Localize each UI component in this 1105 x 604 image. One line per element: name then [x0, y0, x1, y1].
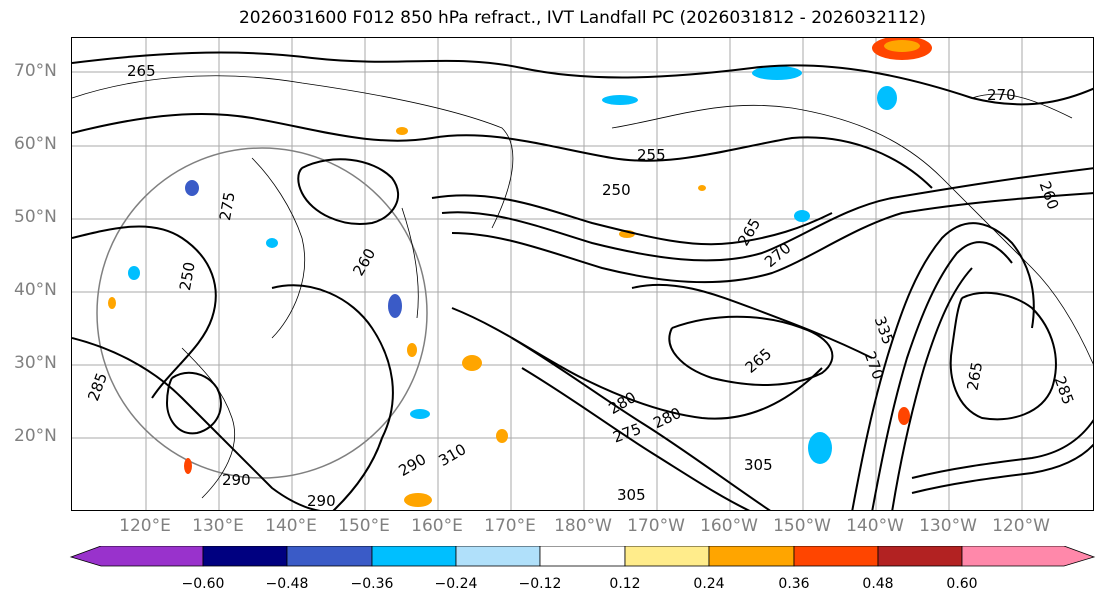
contour-label: 290 [222, 471, 251, 489]
contour-label: 285 [84, 370, 111, 403]
lon-label: 140°E [265, 516, 317, 536]
contour-label: 265 [127, 62, 156, 80]
lon-label: 150°E [338, 516, 390, 536]
lon-label: 160°E [411, 516, 463, 536]
colorbar-segment [371, 546, 457, 567]
colorbar-tick: 0.60 [946, 576, 978, 592]
contour-label: 335 [871, 314, 898, 347]
colorbar-tick: −0.60 [181, 576, 225, 592]
contour-label: 305 [744, 456, 773, 474]
colorbar-tick: 0.36 [778, 576, 810, 592]
colorbar-segment [624, 546, 710, 567]
lat-label-50n: 50°N [14, 207, 57, 227]
colorbar [69, 546, 1096, 567]
contour-label: 260 [349, 245, 379, 279]
contour-label: 290 [396, 450, 430, 480]
colorbar-segment [539, 546, 626, 567]
map-canvas: 265 255 250 265 270 270 260 275 250 260 … [72, 38, 1093, 510]
contour-label: 290 [307, 492, 336, 510]
lon-label: 120°E [119, 516, 171, 536]
colorbar-tick: −0.24 [434, 576, 478, 592]
colorbar-tick: −0.36 [350, 576, 394, 592]
contour-label: 260 [1036, 179, 1063, 212]
lon-label: 170°E [484, 516, 536, 536]
colorbar-tick: 0.48 [862, 576, 894, 592]
lon-label: 180°W [554, 516, 612, 536]
lon-label: 130°W [919, 516, 977, 536]
colorbar-segment [202, 546, 288, 567]
colorbar-segment [69, 546, 204, 567]
lat-label-60n: 60°N [14, 134, 57, 154]
colorbar-tick: −0.48 [265, 576, 309, 592]
contour-label: 270 [987, 86, 1016, 104]
contour-label: 255 [637, 146, 666, 164]
colorbar-segment [877, 546, 963, 567]
colorbar-segment [708, 546, 795, 567]
colorbar-tick: 0.24 [693, 576, 725, 592]
lat-label-30n: 30°N [14, 353, 57, 373]
contour-label: 250 [602, 181, 631, 199]
colorbar-tick: 0.12 [609, 576, 641, 592]
contour-label: 270 [861, 349, 888, 382]
contour-label: 275 [611, 420, 644, 447]
colorbar-segments [69, 546, 1096, 567]
contour-label: 265 [742, 345, 776, 377]
contour-label: 305 [617, 486, 646, 504]
map-title: 2026031600 F012 850 hPa refract., IVT La… [238, 8, 926, 28]
lon-label: 150°W [773, 516, 831, 536]
map-panel: 265 255 250 265 270 270 260 275 250 260 … [71, 37, 1094, 511]
contour-label-group: 265 255 250 265 270 270 260 275 250 260 … [84, 62, 1077, 510]
anomaly-fills [108, 38, 932, 507]
contour-label: 310 [436, 440, 470, 470]
colorbar-segment [286, 546, 373, 567]
lon-label: 120°W [992, 516, 1050, 536]
colorbar-segment [455, 546, 541, 567]
lon-label: 140°W [846, 516, 904, 536]
contour-label: 265 [963, 361, 986, 392]
contour-label: 275 [216, 191, 239, 222]
contour-label: 265 [734, 215, 764, 249]
contour-label: 250 [176, 261, 199, 292]
lat-label-70n: 70°N [14, 61, 57, 81]
colorbar-segment [793, 546, 879, 567]
refractivity-contours [72, 51, 1093, 510]
coastlines [72, 75, 1093, 499]
lat-label-20n: 20°N [14, 426, 57, 446]
contour-label: 280 [606, 388, 640, 418]
lon-label: 170°W [627, 516, 685, 536]
colorbar-tick: −0.12 [518, 576, 562, 592]
lat-label-40n: 40°N [14, 280, 57, 300]
lon-label: 160°W [700, 516, 758, 536]
colorbar-segment [961, 546, 1096, 567]
contour-label: 285 [1051, 374, 1078, 407]
lon-label: 130°E [192, 516, 244, 536]
